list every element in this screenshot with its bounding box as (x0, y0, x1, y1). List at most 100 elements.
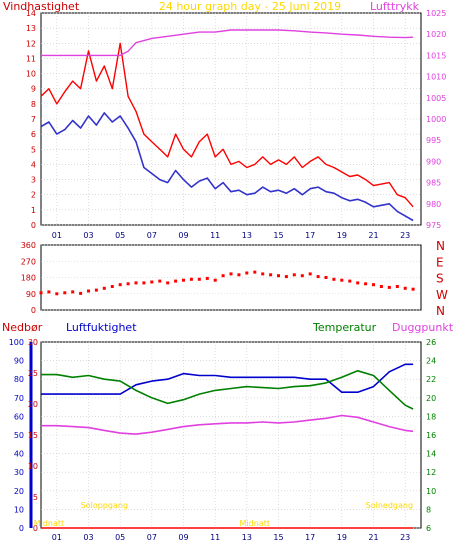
wind-tick-label: 7 (31, 115, 36, 124)
climate-x-tick-label: 19 (337, 533, 347, 542)
compass-label: S (436, 272, 444, 286)
precip-tick-label: 40 (14, 450, 24, 459)
climate-x-tick-labels: 01 03 05 07 09 11 13 15 17 19 21 23 (52, 533, 411, 542)
precip-tick-label: 90 (14, 357, 24, 366)
compass-label: N (436, 304, 445, 318)
precip-tick-label: 20 (14, 487, 24, 496)
climate-x-tick-label: 13 (242, 533, 252, 542)
direction-point (189, 277, 193, 281)
pressure-tick-label: 1025 (426, 9, 446, 18)
direction-point (332, 277, 336, 281)
wind-x-tick-label: 21 (368, 231, 378, 240)
direction-point (403, 286, 407, 290)
temperature-tick-label: 16 (426, 431, 436, 440)
wind-grid (41, 12, 421, 226)
direction-point (213, 278, 217, 282)
precip-tick-label: 70 (14, 394, 24, 403)
direction-point (348, 279, 352, 283)
temperature-label: Temperatur (312, 321, 377, 334)
compass-label: W (436, 288, 448, 302)
direction-point (372, 283, 375, 287)
climate-x-tick-label: 11 (210, 533, 220, 542)
pressure-tick-label: 1010 (426, 73, 446, 82)
precip-tick-labels: 0 10 20 30 40 50 60 70 80 90 100 (9, 338, 24, 533)
compass-label: N (436, 239, 445, 253)
wind-series (40, 29, 414, 222)
climate-x-tick-label: 01 (52, 533, 62, 542)
chart-title: 24 hour graph day - 25 Juni 2019 (159, 0, 341, 13)
dewpoint-line (41, 414, 414, 435)
wind-x-tick-label: 11 (210, 231, 220, 240)
direction-point (245, 271, 249, 275)
direction-points (39, 270, 415, 296)
direction-tick-label: 270 (21, 257, 36, 266)
direction-point (308, 272, 312, 276)
direction-point (300, 274, 304, 278)
climate-x-tick-label: 23 (400, 533, 410, 542)
direction-point (269, 273, 273, 277)
precip-tick-label: 50 (14, 431, 24, 440)
temperature-tick-label: 12 (426, 468, 436, 477)
wind-x-tick-label: 19 (337, 231, 347, 240)
direction-point (221, 274, 225, 278)
wind-tick-label: 4 (31, 160, 36, 169)
gust-line (40, 42, 414, 208)
direction-point (261, 272, 265, 276)
wind-x-tick-label: 07 (147, 231, 157, 240)
wind-avg-line (40, 112, 414, 222)
climate-x-tick-label: 05 (115, 533, 125, 542)
wind-x-tick-labels: 01 03 05 07 09 11 13 15 17 19 21 23 (52, 231, 411, 240)
direction-tick-label: 90 (26, 290, 36, 299)
precip-tick-label: 100 (9, 338, 24, 347)
direction-point (110, 285, 114, 288)
climate-annotation: Soloppgang (81, 501, 128, 510)
direction-point (197, 277, 201, 281)
direction-point (379, 285, 383, 288)
direction-point (118, 283, 122, 287)
pressure-tick-label: 1005 (426, 94, 446, 103)
temperature-tick-label: 14 (426, 450, 436, 459)
temperature-tick-label: 22 (426, 375, 436, 384)
humidity-tick-label: 25 (28, 369, 38, 378)
temperature-tick-label: 26 (426, 338, 436, 347)
direction-tick-label: 360 (21, 241, 36, 250)
temperature-tick-label: 18 (426, 412, 436, 421)
wind-tick-label: 5 (31, 145, 36, 154)
pressure-tick-label: 1015 (426, 51, 446, 60)
climate-annotation: Midnatt (240, 519, 270, 528)
precip-tick-label: 10 (14, 505, 24, 514)
direction-point (364, 282, 368, 286)
wind-tick-label: 10 (26, 70, 36, 79)
climate-series (41, 363, 414, 529)
climate-x-tick-label: 07 (147, 533, 157, 542)
wind-tick-label: 1 (31, 206, 36, 215)
wind-tick-label: 6 (31, 130, 36, 139)
dewpoint-label: Duggpunkt (392, 321, 454, 334)
climate-annotations: Soloppgang Midnatt Midnatt Solnedgang (34, 501, 413, 528)
humidity-tick-labels: 0 5 10 15 20 25 30 (28, 338, 38, 533)
pressure-tick-label: 990 (426, 157, 441, 166)
direction-point (63, 291, 67, 295)
direction-point (229, 272, 233, 276)
compass-label: E (436, 255, 444, 269)
precip-tick-label: 80 (14, 375, 24, 384)
direction-point (292, 273, 296, 277)
temperature-tick-label: 10 (426, 487, 436, 496)
climate-x-tick-label: 17 (305, 533, 315, 542)
temperature-tick-label: 8 (426, 505, 431, 514)
direction-point (340, 278, 344, 282)
direction-point (324, 276, 328, 279)
wind-x-tick-label: 13 (242, 231, 252, 240)
pressure-tick-label: 995 (426, 136, 441, 145)
pressure-ylabel: Lufttrykk (370, 0, 420, 13)
temperature-line (41, 369, 414, 410)
direction-grid (41, 244, 421, 311)
direction-point (205, 276, 209, 280)
direction-tick-label: 0 (31, 306, 36, 315)
direction-point (158, 279, 162, 283)
precip-tick-label: 0 (19, 524, 24, 533)
direction-point (395, 285, 399, 288)
